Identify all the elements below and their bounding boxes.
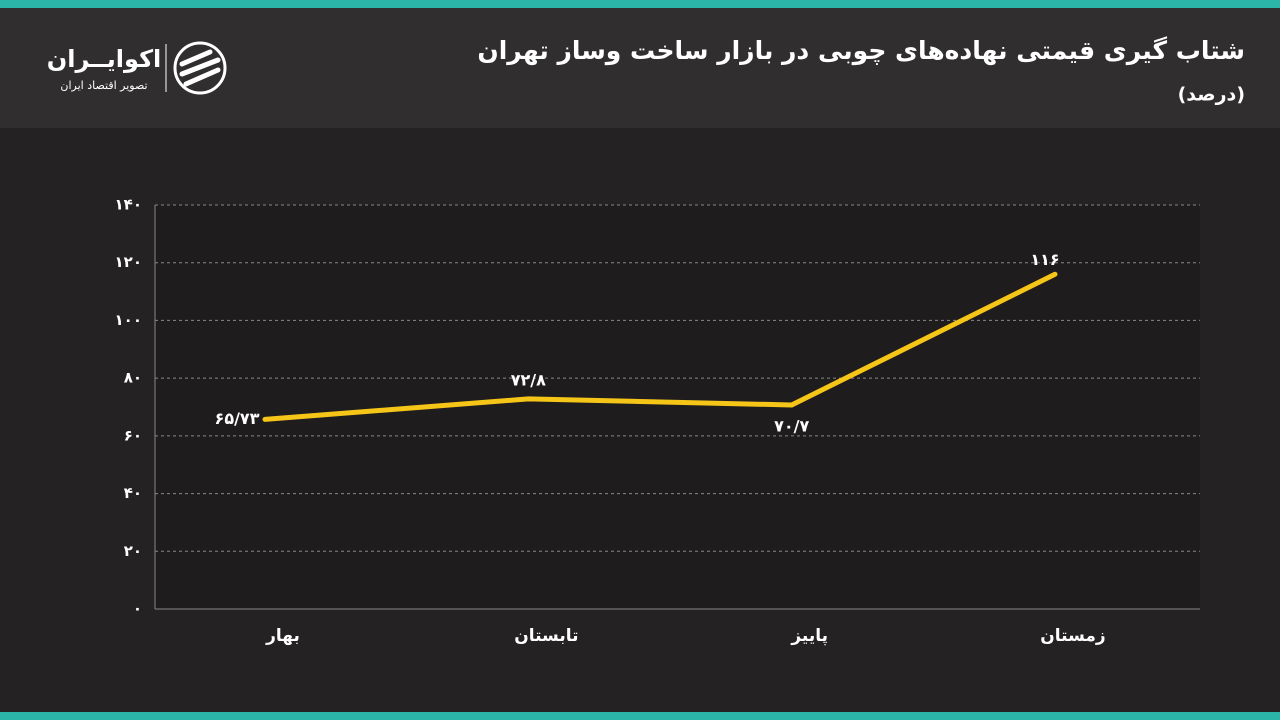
x-tick-label: تابستان <box>514 626 578 646</box>
y-tick-label: ۴۰ <box>124 484 142 502</box>
header <box>0 8 1280 128</box>
bottom-stripe <box>0 712 1280 720</box>
top-stripe <box>0 0 1280 8</box>
y-tick-label: ۱۲۰ <box>115 253 142 271</box>
data-label: ۷۲/۸ <box>511 370 546 389</box>
x-tick-label: بهار <box>265 626 300 646</box>
data-label: ۱۱۶ <box>1030 250 1059 269</box>
y-tick-label: ۱۴۰ <box>115 196 142 214</box>
line <box>262 271 1058 422</box>
y-tick-label: ۱۰۰ <box>115 311 142 329</box>
y-tick-label: ۲۰ <box>124 542 142 560</box>
y-tick-label: ۸۰ <box>124 369 142 387</box>
chart-subtitle: (درصد) <box>1178 84 1245 106</box>
chart-title: شتاب گیری قیمتی نهاده‌های چوبی در بازار … <box>477 36 1245 66</box>
plot-area <box>155 205 1200 609</box>
logo-icon <box>173 41 227 95</box>
logo-name: اکوایــران <box>47 45 162 73</box>
x-tick-label: زمستان <box>1040 626 1105 646</box>
y-tick-label: ۰ <box>133 600 142 618</box>
logo-icon <box>179 49 221 87</box>
x-tick-label: پاییز <box>790 626 828 646</box>
logo: اکوایــران تصویر اقتصاد ایران <box>47 41 227 95</box>
logo-tagline: تصویر اقتصاد ایران <box>60 79 147 92</box>
y-tick-label: ۶۰ <box>124 426 142 444</box>
data-label: ۷۰/۷ <box>774 416 809 435</box>
data-label: ۶۵/۷۳ <box>215 409 260 428</box>
